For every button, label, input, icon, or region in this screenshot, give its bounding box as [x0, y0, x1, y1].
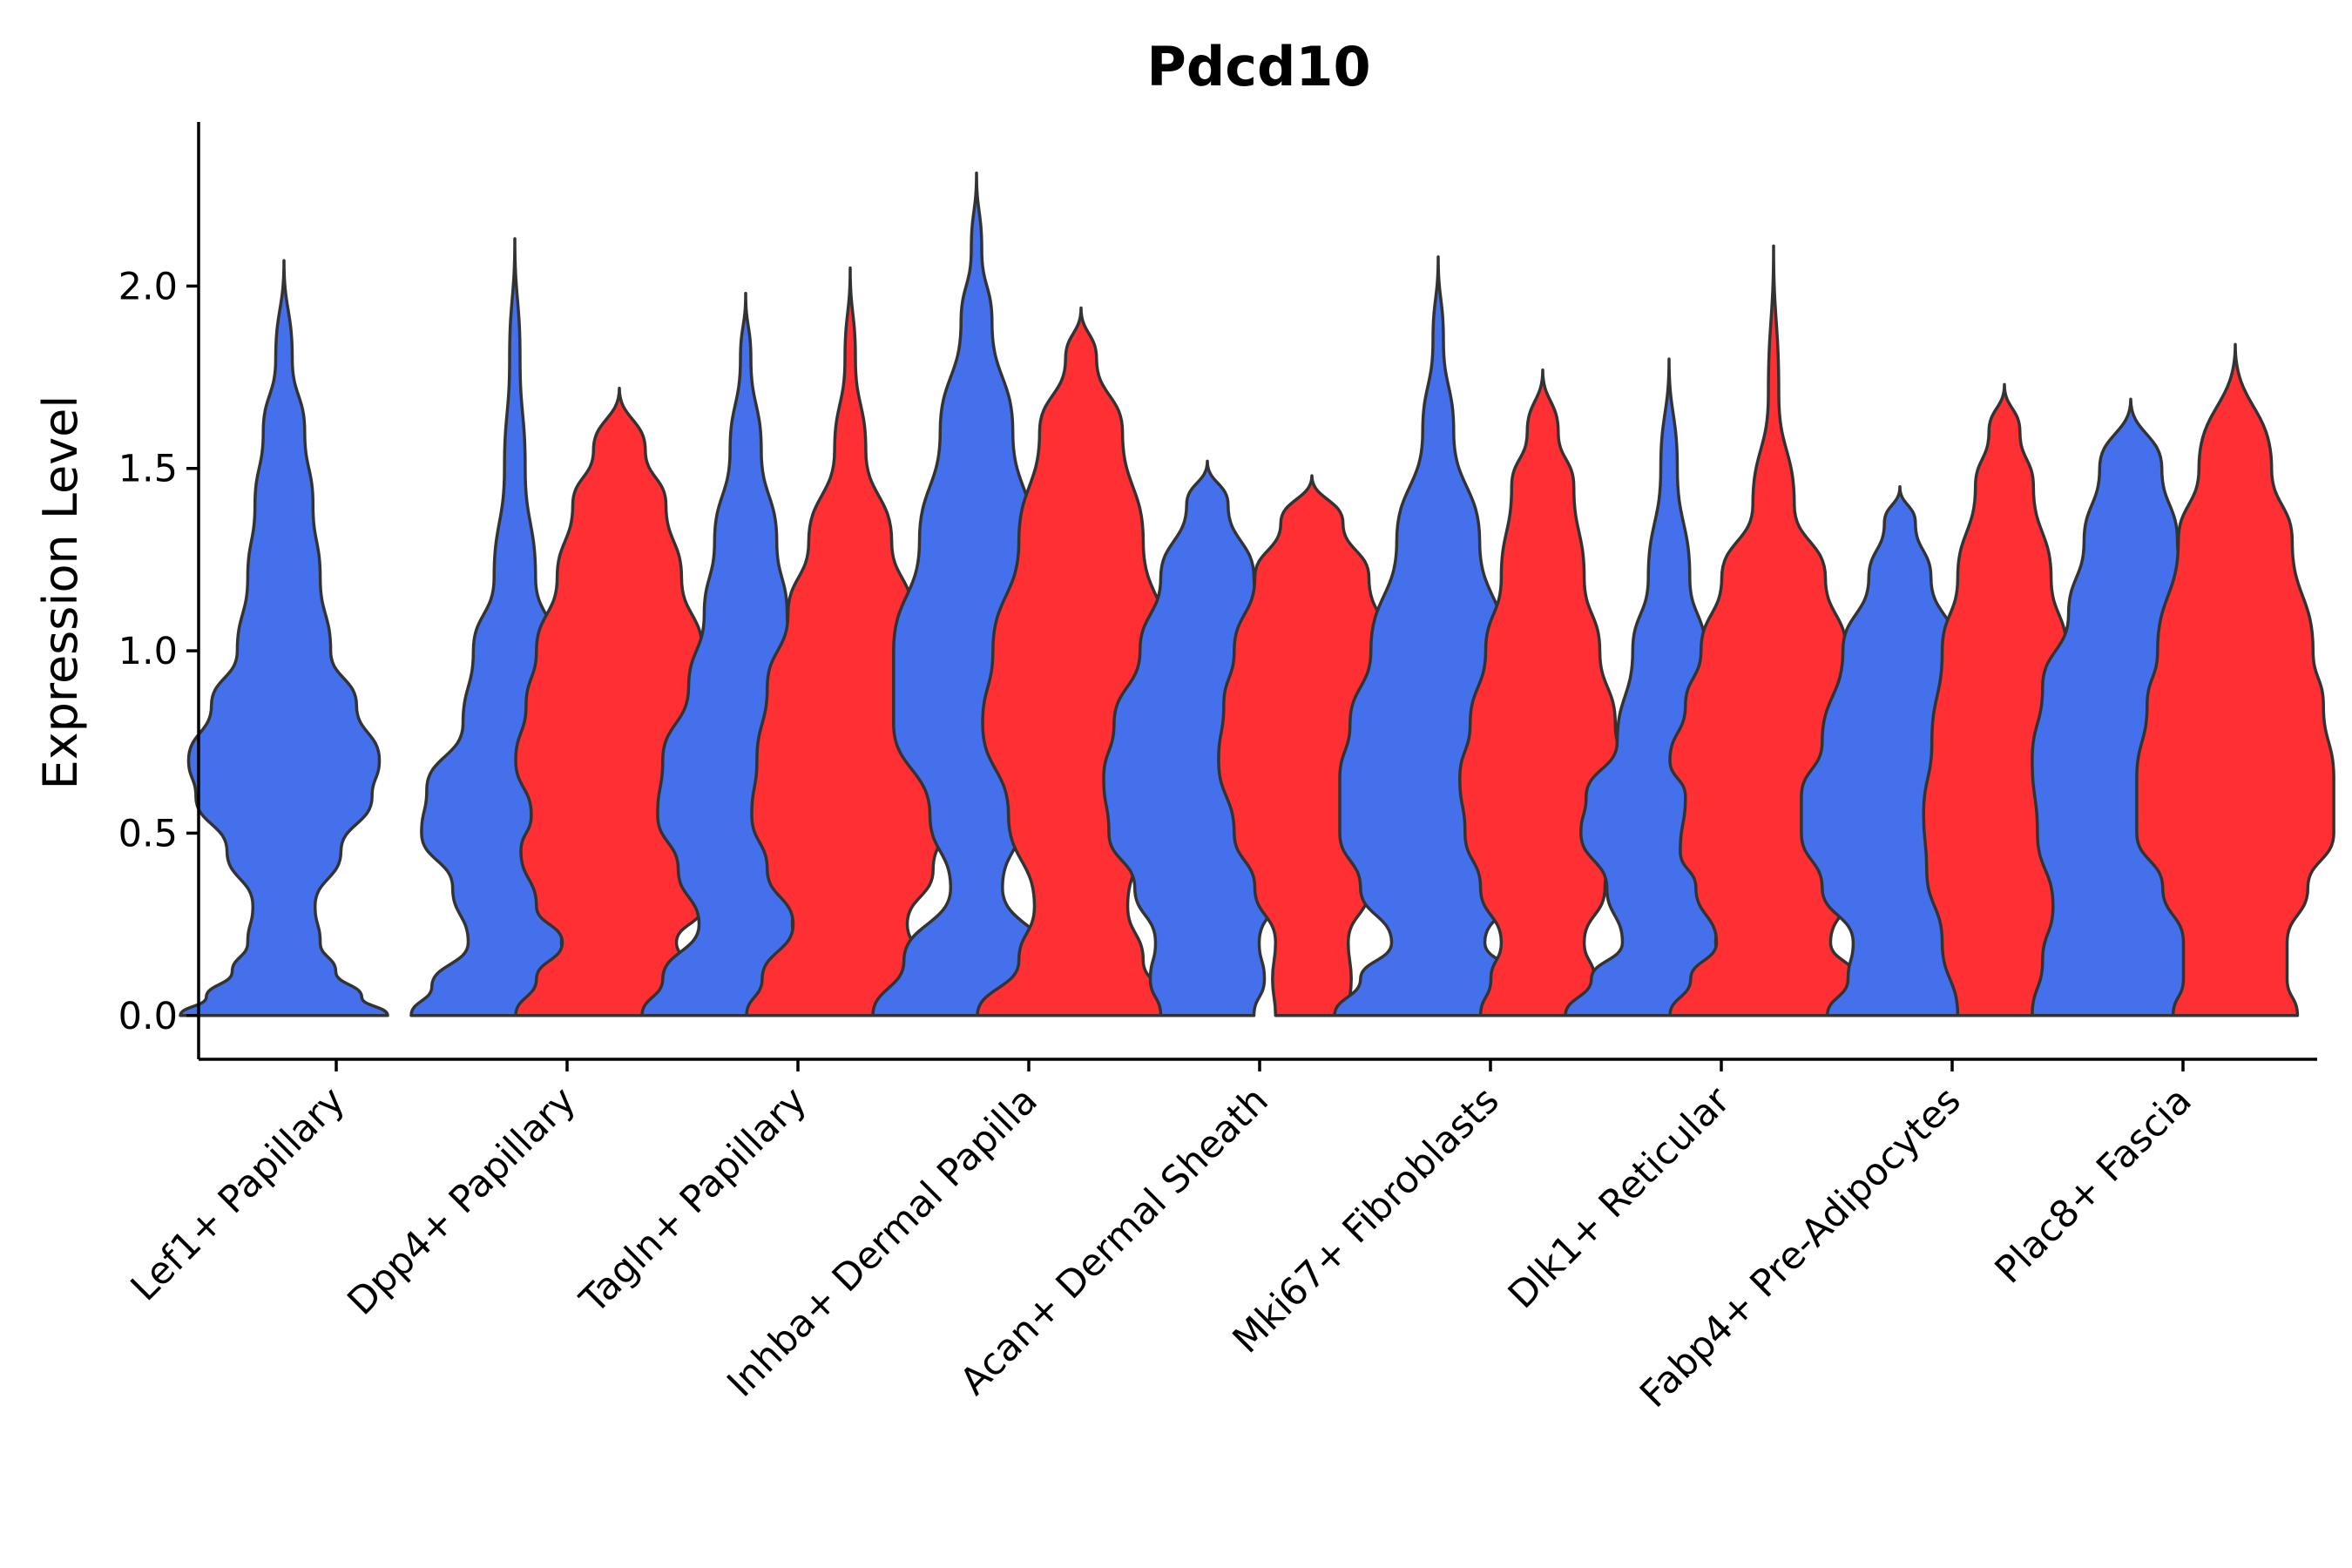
y-tick-label: 1.0 [118, 630, 178, 673]
y-tick-label: 0.0 [118, 995, 178, 1038]
y-tick-label: 2.0 [118, 265, 178, 308]
y-axis: 0.0 0.5 1.0 1.5 2.0 [118, 122, 200, 1059]
chart-title: Pdcd10 [1146, 35, 1370, 98]
violin-0-group-1 [179, 259, 389, 1017]
x-tick-label: Tagln+ Papillary [571, 1078, 815, 1322]
y-axis-label: Expression Level [33, 395, 88, 790]
x-tick-label: Dlk1+ Reticular [1500, 1078, 1739, 1317]
x-tick-label: Plac8+ Fascia [1987, 1078, 2200, 1292]
y-tick-label: 1.5 [118, 448, 178, 491]
y-tick-label: 0.5 [118, 812, 178, 855]
violin-8-group-2 [2135, 342, 2335, 1017]
x-tick-label: Dpp4+ Papillary [340, 1078, 585, 1323]
x-tick-label: Lef1+ Papillary [123, 1078, 354, 1309]
violin-group [179, 171, 2335, 1017]
x-tick-label: Mki67+ Fibroblasts [1225, 1078, 1508, 1362]
